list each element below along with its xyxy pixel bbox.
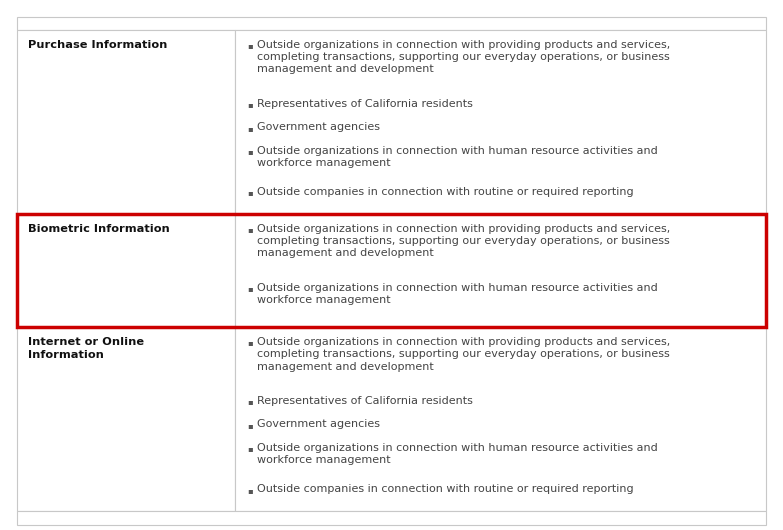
Text: ▪: ▪ xyxy=(247,147,253,156)
Text: Outside companies in connection with routine or required reporting: Outside companies in connection with rou… xyxy=(257,187,633,197)
Bar xyxy=(17,328,235,511)
Text: ▪: ▪ xyxy=(247,338,253,347)
Text: Biometric Information: Biometric Information xyxy=(28,224,170,234)
Bar xyxy=(17,214,766,328)
Text: Outside companies in connection with routine or required reporting: Outside companies in connection with rou… xyxy=(257,484,633,494)
Text: ▪: ▪ xyxy=(247,41,253,50)
Text: ▪: ▪ xyxy=(247,100,253,109)
Text: Outside organizations in connection with human resource activities and
workforce: Outside organizations in connection with… xyxy=(257,282,658,305)
Text: ▪: ▪ xyxy=(247,421,253,430)
Text: Internet or Online
Information: Internet or Online Information xyxy=(28,337,144,360)
Text: ▪: ▪ xyxy=(247,123,253,132)
Text: ▪: ▪ xyxy=(247,225,253,234)
Text: Outside organizations in connection with providing products and services,
comple: Outside organizations in connection with… xyxy=(257,224,670,259)
Text: Outside organizations in connection with human resource activities and
workforce: Outside organizations in connection with… xyxy=(257,146,658,168)
Text: Government agencies: Government agencies xyxy=(257,122,380,132)
Text: ▪: ▪ xyxy=(247,445,253,454)
Text: ▪: ▪ xyxy=(247,189,253,198)
Text: Representatives of California residents: Representatives of California residents xyxy=(257,99,473,109)
Bar xyxy=(235,214,766,328)
Bar xyxy=(17,17,766,30)
Text: Government agencies: Government agencies xyxy=(257,419,380,429)
Text: ▪: ▪ xyxy=(247,398,253,407)
Bar xyxy=(17,30,235,214)
Bar xyxy=(17,214,235,328)
Text: Outside organizations in connection with providing products and services,
comple: Outside organizations in connection with… xyxy=(257,40,670,74)
Bar xyxy=(17,511,766,525)
Text: ▪: ▪ xyxy=(247,284,253,293)
Text: ▪: ▪ xyxy=(247,485,253,494)
Text: Outside organizations in connection with human resource activities and
workforce: Outside organizations in connection with… xyxy=(257,443,658,465)
Text: Purchase Information: Purchase Information xyxy=(28,40,168,50)
Text: Outside organizations in connection with providing products and services,
comple: Outside organizations in connection with… xyxy=(257,337,670,372)
Bar xyxy=(235,30,766,214)
Text: Representatives of California residents: Representatives of California residents xyxy=(257,396,473,406)
Bar xyxy=(235,328,766,511)
